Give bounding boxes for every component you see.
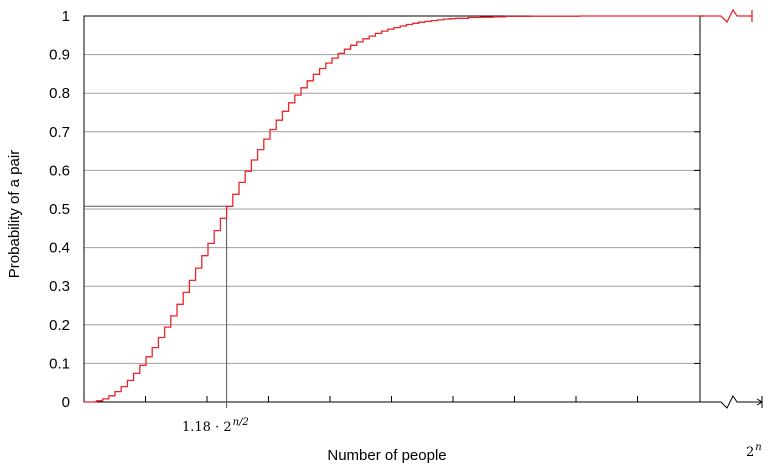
top-axis-break [700, 8, 753, 24]
annotation-label-exponent: n/2 [233, 417, 249, 428]
x-axis-ticks [145, 15, 700, 403]
grid-lines [84, 54, 700, 364]
series-layer [84, 15, 704, 403]
bottom-axis-break [700, 395, 763, 409]
y-tick-label: 0 [62, 394, 70, 411]
y-tick-label: 0.7 [49, 124, 70, 141]
axis-end-label: 2n [746, 442, 762, 460]
y-tick-label: 0.5 [49, 201, 70, 218]
y-tick-label: 0.6 [49, 162, 70, 179]
annotation-guides [84, 205, 228, 408]
y-tick-label: 0.2 [49, 317, 70, 334]
y-tick-label: 0.9 [49, 47, 70, 64]
axis-breaks [700, 8, 763, 409]
y-tick-label: 0.3 [49, 278, 70, 295]
y-tick-label: 0.8 [49, 85, 70, 102]
y-axis-tick-labels: 0 0.1 0.2 0.3 0.4 0.5 0.6 0.7 0.8 0.9 1 [49, 8, 70, 411]
y-tick-label: 1 [62, 8, 70, 25]
y-tick-label: 0.4 [49, 240, 70, 257]
x-axis-title: Number of people [327, 447, 446, 464]
y-axis-title: Probability of a pair [6, 150, 23, 278]
series-line [84, 15, 704, 403]
axis-end-label-exponent: n [755, 442, 761, 453]
y-tick-label: 0.1 [49, 355, 70, 372]
annotation-label: 1.18 · 2n/2 [182, 417, 249, 435]
x-axis-arrowhead [756, 398, 763, 406]
axis-end-label-base: 2 [746, 445, 754, 460]
annotation-label-base: 1.18 · 2 [182, 420, 232, 435]
